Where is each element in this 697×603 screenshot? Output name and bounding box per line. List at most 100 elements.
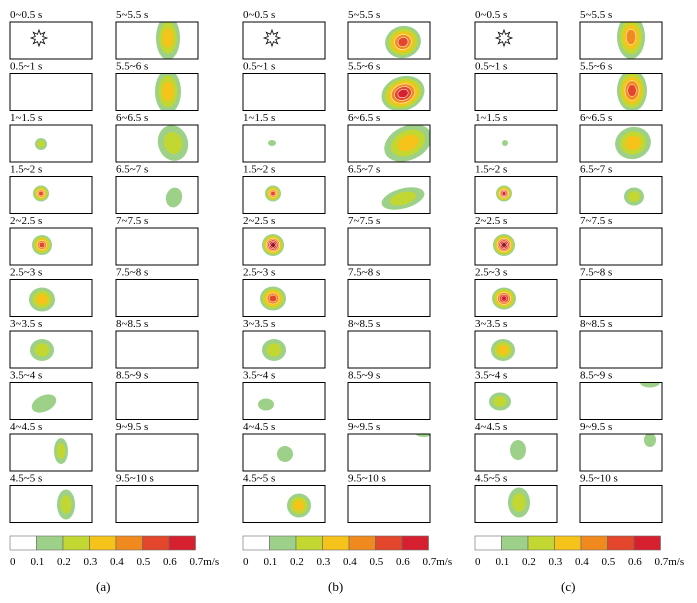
contour-level-3 [497, 345, 509, 355]
cell-frame [242, 382, 326, 420]
colorbar-swatch [269, 535, 297, 551]
cell-frame [474, 176, 558, 214]
time-interval-label: 2.5~3 s [10, 267, 42, 279]
cell-frame [579, 124, 663, 163]
colorbar: 0 0.1 0.2 0.3 0.4 0.5 0.6 0.7m/s [9, 535, 219, 568]
colorbar-tick: 0.1 [496, 556, 510, 568]
colorbar-swatch [401, 535, 429, 551]
contour-cell: 4.5~5 s [242, 473, 326, 523]
time-interval-label: 1.5~2 s [475, 164, 507, 176]
time-interval-label: 5.5~6 s [348, 61, 380, 73]
cell-frame [115, 330, 199, 369]
time-interval-label: 5.5~6 s [116, 61, 148, 73]
cell-frame [115, 227, 199, 266]
contour-cell: 9.5~10 s [347, 473, 431, 523]
time-interval-label: 9.5~10 s [580, 473, 618, 485]
panel-label: (a) [96, 579, 110, 594]
cell-frame [474, 485, 558, 523]
colorbar-tick: 0 [10, 556, 16, 568]
colorbar-tick: 0.1 [31, 556, 45, 568]
panel-1: 0~0.5 s 0.5~1 s 1~1.5 s 1.5~2 s 2~2.5 s 2.5~3… [9, 9, 219, 594]
contour-level-2 [56, 443, 66, 459]
colorbar-swatch [36, 535, 64, 551]
contour-cell: 6~6.5 s [115, 112, 199, 163]
colorbar-tick: 0.4 [343, 556, 357, 568]
cell-frame [474, 279, 558, 317]
contour-level-2 [627, 190, 641, 203]
cell-frame [115, 73, 199, 111]
cell-frame [9, 176, 93, 214]
cell-frame [579, 176, 663, 214]
cell-frame [9, 433, 93, 472]
cell-frame [9, 73, 93, 111]
time-interval-label: 4.5~5 s [243, 473, 275, 485]
contour-level-2 [34, 343, 50, 357]
contour-level-1 [640, 382, 660, 388]
contour-cell: 2~2.5 s [474, 215, 558, 266]
contour-cell: 6~6.5 s [579, 112, 663, 163]
contour-cell: 8~8.5 s [347, 318, 431, 369]
time-interval-label: 8.5~9 s [116, 370, 148, 382]
cell-frame [347, 433, 431, 472]
contour-cell: 0.5~1 s [474, 61, 558, 111]
cell-frame [347, 330, 431, 369]
cell-frame [579, 485, 663, 523]
time-interval-label: 6~6.5 s [348, 112, 380, 124]
source-star-icon [262, 28, 282, 48]
panel-2: 0~0.5 s 0.5~1 s 1~1.5 s 1.5~2 s 2~2.5 s 2.5~3… [242, 9, 452, 594]
contour-cell: 8~8.5 s [115, 318, 199, 369]
contour-cell: 2.5~3 s [242, 267, 326, 317]
contour-cell: 7~7.5 s [115, 215, 199, 266]
time-interval-label: 1~1.5 s [475, 112, 507, 124]
contour-level-3 [625, 135, 641, 151]
colorbar-tick: 0.3 [317, 556, 331, 568]
cell-frame [9, 21, 93, 60]
cell-frame [9, 330, 93, 369]
contour-cell: 8~8.5 s [579, 318, 663, 369]
contour-level-2 [266, 343, 282, 357]
contour-level-7 [270, 242, 276, 248]
time-interval-label: 4~4.5 s [475, 421, 507, 433]
contour-level-5 [627, 84, 637, 97]
time-interval-label: 6.5~7 s [348, 164, 380, 176]
time-interval-label: 2~2.5 s [10, 215, 42, 227]
contour-cell: 7.5~8 s [115, 267, 199, 317]
contour-cell: 4.5~5 s [9, 473, 93, 523]
cell-frame [579, 330, 663, 369]
time-interval-label: 1~1.5 s [243, 112, 275, 124]
contour-cell: 5~5.5 s [115, 9, 199, 60]
contour-level-1 [277, 446, 293, 462]
contour-level-3 [397, 134, 419, 152]
contour-level-6 [501, 191, 507, 196]
colorbar-tick: 0.5 [370, 556, 384, 568]
contour-cell: 7~7.5 s [347, 215, 431, 266]
cell-frame [242, 433, 326, 472]
contour-cell: 4~4.5 s [9, 421, 93, 472]
contour-cell: 8.5~9 s [347, 370, 431, 420]
contour-level-5 [38, 241, 46, 249]
contour-cell: 1.5~2 s [474, 164, 558, 214]
time-interval-label: 9.5~10 s [116, 473, 154, 485]
contour-level-1 [258, 398, 274, 411]
time-interval-label: 0~0.5 s [10, 9, 42, 21]
time-interval-label: 8~8.5 s [116, 318, 148, 330]
contour-level-5 [38, 190, 44, 197]
time-interval-label: 3~3.5 s [10, 318, 42, 330]
colorbar-tick: 0.3 [549, 556, 563, 568]
time-interval-label: 0.5~1 s [475, 61, 507, 73]
cell-frame [347, 21, 431, 60]
contour-level-2 [389, 191, 417, 206]
contour-cell: 1.5~2 s [9, 164, 93, 214]
time-interval-label: 6~6.5 s [116, 112, 148, 124]
contour-cell: 8.5~9 s [115, 370, 199, 420]
colorbar-tick: 0.5 [137, 556, 151, 568]
contour-level-6 [500, 295, 508, 302]
contour-level-3 [162, 28, 174, 48]
cell-frame [579, 433, 663, 472]
contour-cell: 1~1.5 s [9, 112, 93, 163]
cell-frame [347, 382, 431, 420]
contour-cell: 2.5~3 s [474, 267, 558, 317]
cell-frame [347, 279, 431, 317]
contour-cell: 0.5~1 s [9, 61, 93, 111]
contour-level-3 [162, 81, 174, 102]
